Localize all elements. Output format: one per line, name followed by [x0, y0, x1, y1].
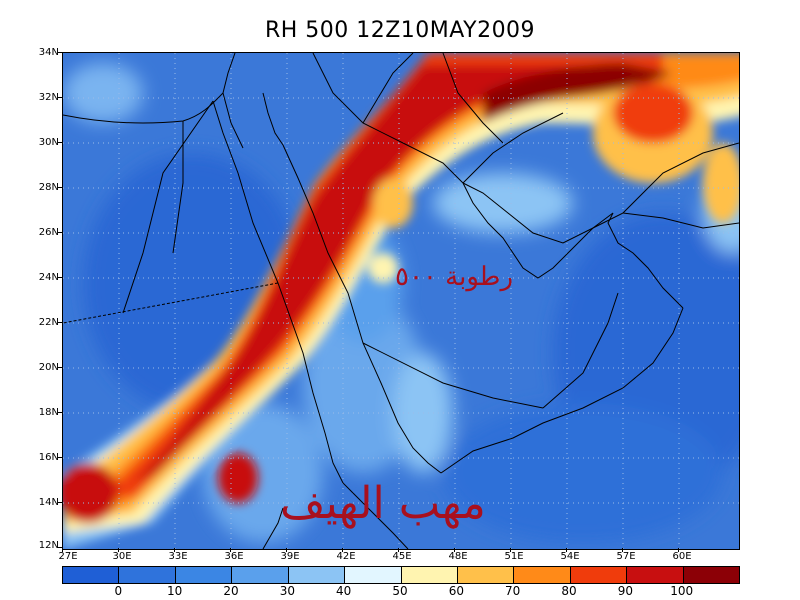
colorbar: [62, 566, 740, 584]
lat-label-18n: 18N: [38, 407, 59, 418]
lat-tick: [58, 97, 62, 98]
colorbar-label: 90: [617, 584, 633, 598]
lon-tick: [566, 548, 567, 552]
colorbar-swatch: [570, 567, 628, 583]
colorbar-swatch: [345, 567, 402, 583]
lat-label-24n: 24N: [38, 272, 59, 283]
lon-label-54e: 54E: [560, 551, 580, 562]
colorbar-label: 70: [505, 584, 521, 598]
lat-label-32n: 32N: [38, 92, 59, 103]
lon-label-30e: 30E: [112, 551, 132, 562]
colorbar-label: 0: [114, 584, 123, 598]
lon-tick: [230, 548, 231, 552]
lon-tick: [510, 548, 511, 552]
lon-tick: [622, 548, 623, 552]
lon-label-45e: 45E: [392, 551, 412, 562]
lat-label-26n: 26N: [38, 227, 59, 238]
lat-label-34n: 34N: [38, 47, 59, 58]
lat-label-16n: 16N: [38, 452, 59, 463]
lon-label-27e: 27E: [58, 551, 78, 562]
coastlines: [63, 53, 739, 549]
lat-tick: [58, 52, 62, 53]
chart-title: RH 500 12Z10MAY2009: [264, 18, 536, 43]
lon-label-51e: 51E: [504, 551, 524, 562]
lat-tick: [58, 142, 62, 143]
colorbar-swatch: [401, 567, 458, 583]
lat-tick: [58, 457, 62, 458]
lat-tick: [58, 277, 62, 278]
lon-label-57e: 57E: [616, 551, 636, 562]
lat-tick: [58, 367, 62, 368]
colorbar-swatch: [627, 567, 684, 583]
lon-label-36e: 36E: [224, 551, 244, 562]
lat-label-22n: 22N: [38, 317, 59, 328]
lon-tick: [62, 548, 63, 552]
lon-label-60e: 60E: [672, 551, 692, 562]
lat-label-30n: 30N: [38, 137, 59, 148]
colorbar-swatch: [175, 567, 233, 583]
lat-tick: [58, 322, 62, 323]
colorbar-label: 100: [670, 584, 694, 598]
lat-label-12n: 12N: [38, 540, 59, 551]
lat-tick: [58, 547, 62, 548]
lat-tick: [58, 232, 62, 233]
lon-tick: [342, 548, 343, 552]
colorbar-label: 80: [561, 584, 577, 598]
colorbar-swatch: [683, 567, 740, 583]
lon-label-39e: 39E: [280, 551, 300, 562]
lon-label-48e: 48E: [448, 551, 468, 562]
lon-tick: [678, 548, 679, 552]
lat-label-28n: 28N: [38, 182, 59, 193]
colorbar-label: 50: [392, 584, 408, 598]
colorbar-label: 60: [448, 584, 464, 598]
lon-tick: [454, 548, 455, 552]
lon-tick: [118, 548, 119, 552]
lon-tick: [398, 548, 399, 552]
lat-tick: [58, 187, 62, 188]
colorbar-swatch: [514, 567, 571, 583]
colorbar-swatch: [288, 567, 346, 583]
lon-label-42e: 42E: [336, 551, 356, 562]
lon-tick: [174, 548, 175, 552]
colorbar-label: 20: [223, 584, 239, 598]
colorbar-label: 10: [167, 584, 183, 598]
lat-label-20n: 20N: [38, 362, 59, 373]
arabic-annotation-humidity: رطوبة ٥٠٠: [395, 262, 514, 292]
colorbar-swatch: [63, 567, 120, 583]
arabic-annotation-watermark: مهب الهيف: [280, 478, 486, 529]
colorbar-label: 30: [279, 584, 295, 598]
lon-tick: [286, 548, 287, 552]
rh-field-svg: [63, 53, 739, 549]
lat-tick: [58, 502, 62, 503]
rh-map: [62, 52, 740, 550]
colorbar-swatch: [119, 567, 176, 583]
lat-tick: [58, 412, 62, 413]
lon-label-33e: 33E: [168, 551, 188, 562]
colorbar-label: 40: [336, 584, 352, 598]
moist-band: [63, 53, 739, 549]
lat-label-14n: 14N: [38, 497, 59, 508]
colorbar-swatch: [232, 567, 289, 583]
colorbar-swatch: [457, 567, 515, 583]
